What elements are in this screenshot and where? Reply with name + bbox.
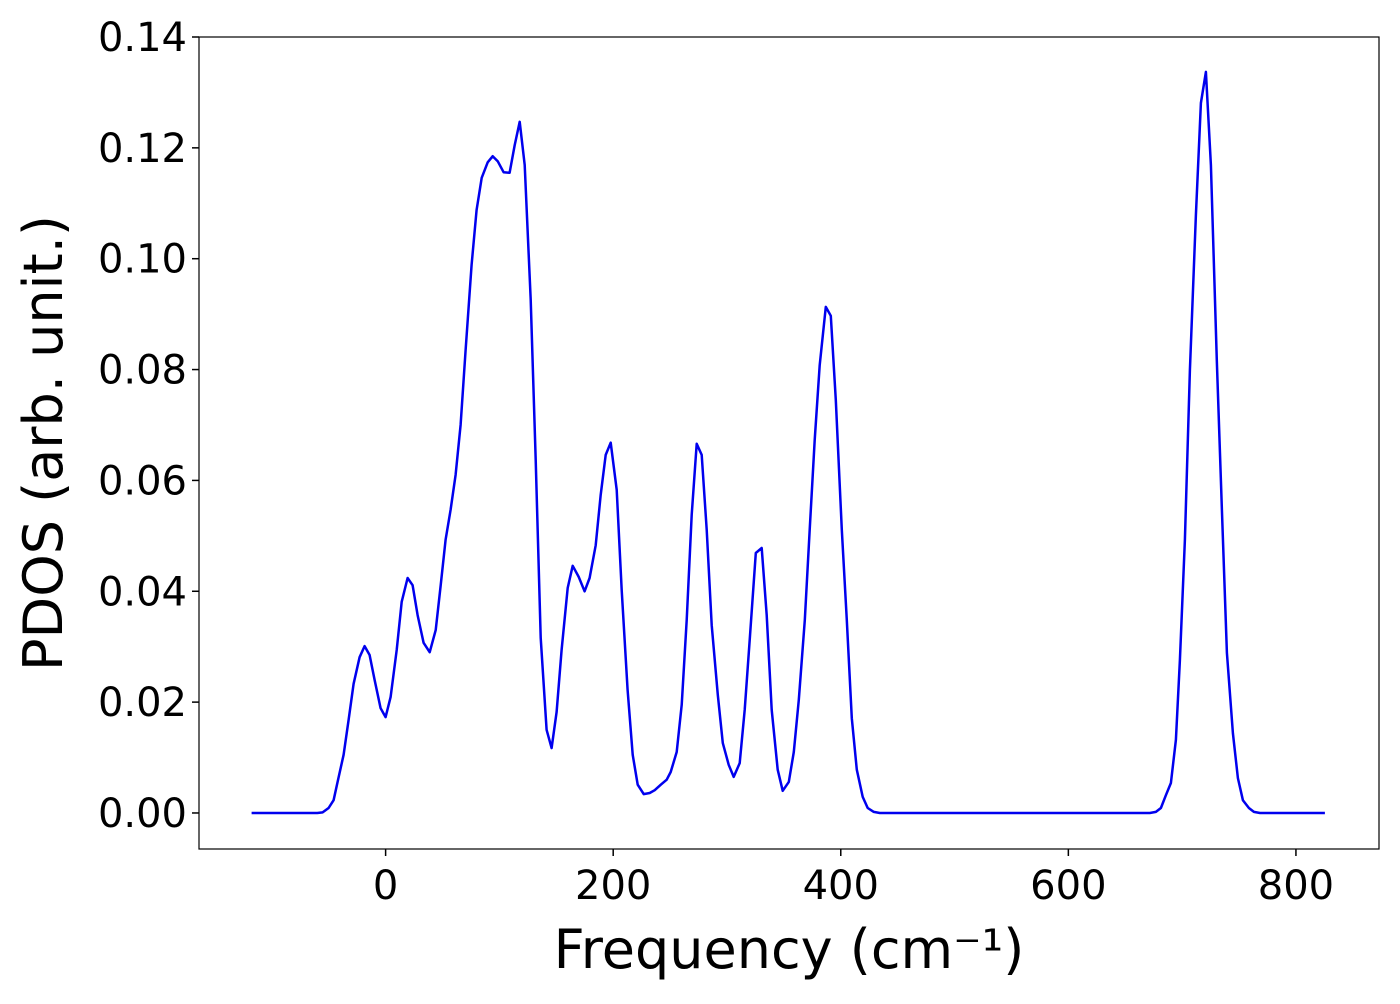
x-axis-label: Frequency (cm⁻¹) xyxy=(554,918,1025,981)
y-tick-label: 0.12 xyxy=(98,126,187,172)
x-tick-label: 400 xyxy=(803,863,879,909)
data-line xyxy=(251,70,1325,815)
y-tick-label: 0.14 xyxy=(98,15,187,61)
y-axis-label: PDOS (arb. unit.) xyxy=(12,215,75,671)
y-tick-label: 0.02 xyxy=(98,680,187,726)
y-tick-label: 0.10 xyxy=(98,237,187,283)
y-tick-label: 0.04 xyxy=(98,569,187,615)
x-tick-label: 600 xyxy=(1030,863,1106,909)
y-tick-label: 0.08 xyxy=(98,348,187,394)
y-tick-label: 0.06 xyxy=(98,458,187,504)
x-tick-label: 800 xyxy=(1258,863,1334,909)
x-tick-label: 200 xyxy=(575,863,651,909)
plot-frame xyxy=(198,36,1380,850)
x-tick-label: 0 xyxy=(373,863,398,909)
y-tick-label: 0.00 xyxy=(98,791,187,837)
